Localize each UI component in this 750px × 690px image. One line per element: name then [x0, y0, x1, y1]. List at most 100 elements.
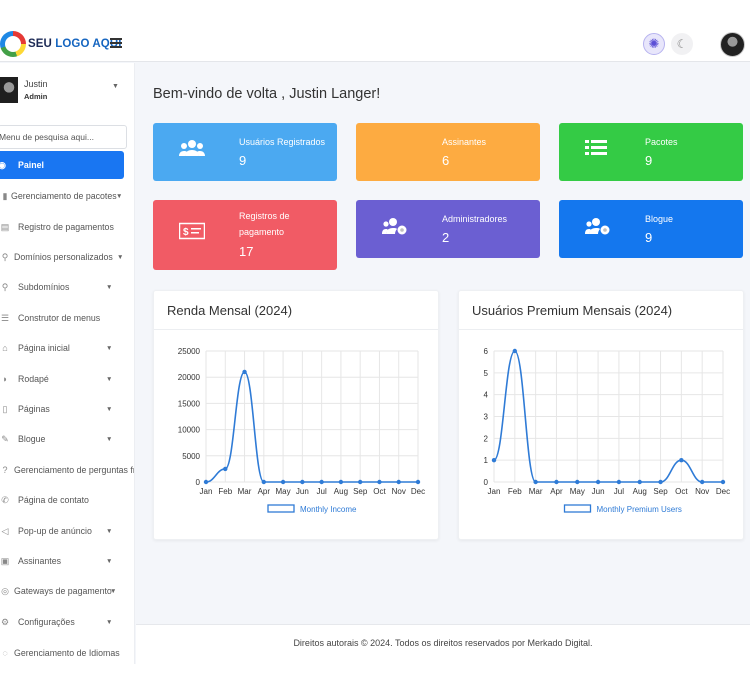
user-avatar[interactable] [720, 32, 745, 57]
x-tick-label: Oct [373, 487, 386, 496]
sidebar-item-7[interactable]: ◗ Rodapé ▼ [0, 367, 134, 391]
sidebar-item-10[interactable]: ? Gerenciamento de perguntas fr [0, 458, 134, 482]
chevron-down-icon[interactable]: ▼ [106, 375, 113, 383]
package-icon: ▮ [2, 190, 8, 201]
stat-card-4[interactable]: Administradores 2 [356, 200, 540, 258]
y-tick-label: 5000 [182, 452, 200, 461]
blog-icon: ✎ [1, 433, 9, 444]
chevron-down-icon[interactable]: ▼ [106, 435, 113, 443]
sidebar-item-14[interactable]: ◎ Gateways de pagamento ▼ [0, 579, 134, 603]
sidebar-item-12[interactable]: ◁ Pop-up de anúncio ▼ [0, 519, 134, 543]
data-point [242, 369, 247, 375]
stat-label: Blogue [645, 214, 674, 224]
data-point [280, 479, 286, 485]
monthly-premium-users-chart: 0 1 2 3 4 5 6 Jan Feb Mar Apr May Jun Jul Aug Sep Oct Nov… [484, 347, 731, 514]
money-icon: $ [178, 222, 206, 246]
data-point [223, 466, 228, 472]
legend-swatch [267, 504, 295, 513]
sidebar-item-label: Página de contato [18, 495, 89, 505]
moon-icon[interactable]: ☾ [671, 33, 693, 55]
sun-icon[interactable]: ✺ [643, 33, 665, 55]
sidebar-item-15[interactable]: ⚙ Configurações ▼ [0, 610, 134, 634]
footer-copyright: Direitos autorais © 2024. Todos os direi… [293, 638, 593, 648]
data-point [554, 479, 559, 485]
data-point [720, 479, 726, 485]
logo-ring-icon [0, 31, 26, 57]
dashboard-icon: ◉ [0, 160, 7, 171]
sidebar-item-13[interactable]: ▣ Assinantes ▼ [0, 549, 134, 573]
y-tick-label: 0 [484, 478, 489, 487]
sidebar-item-8[interactable]: ▯ Páginas ▼ [0, 397, 134, 421]
monthly-income-chart: 0 5000 10000 15000 20000 25000 Jan Feb Mar Apr May… [178, 347, 425, 514]
data-point [533, 479, 538, 485]
sidebar-item-3[interactable]: ⚲ Domínios personalizados ▼ [0, 245, 134, 269]
y-tick-label: 1 [484, 456, 489, 465]
data-point [658, 479, 663, 485]
data-point [491, 457, 497, 463]
data-point [261, 479, 267, 485]
chevron-down-icon[interactable]: ▼ [110, 587, 117, 595]
data-point [679, 457, 684, 463]
data-point [512, 348, 518, 354]
card-divider [459, 329, 743, 330]
sidebar-user-role: Admin [24, 92, 48, 101]
data-point [203, 479, 209, 485]
stat-label: Usuários Registrados [239, 137, 326, 147]
sidebar-item-label: Painel [18, 160, 44, 170]
footer: Direitos autorais © 2024. Todos os direi… [136, 624, 750, 664]
sidebar-user-name: Justin [24, 79, 48, 89]
sidebar-item-2[interactable]: ▤ Registro de pagamentos [0, 215, 134, 239]
users-icon [179, 139, 205, 163]
stat-card-2[interactable]: Pacotes 9 [559, 123, 743, 181]
stat-card-5[interactable]: Blogue 9 [559, 200, 743, 258]
chevron-down-icon[interactable]: ▼ [106, 557, 113, 565]
stat-card-3[interactable]: $ Registros de pagamento 17 [153, 200, 337, 270]
x-tick-label: Feb [218, 487, 232, 496]
chevron-down-icon[interactable]: ▼ [106, 618, 113, 626]
sidebar-item-16[interactable]: ◌ Gerenciamento de Idiomas [0, 641, 134, 665]
gear-icon: ⚙ [0, 616, 10, 627]
logo[interactable]: SEU LOGO AQUI [0, 31, 122, 57]
chevron-down-icon[interactable]: ▼ [106, 283, 113, 291]
sidebar-item-label: Página inicial [18, 343, 70, 353]
sidebar-item-0[interactable]: ◉ Painel [0, 151, 124, 179]
card-title: Usuários Premium Mensais (2024) [472, 303, 673, 318]
sidebar-item-11[interactable]: ✆ Página de contato [0, 488, 134, 512]
x-tick-label: Oct [675, 487, 688, 496]
stat-card-0[interactable]: Usuários Registrados 9 [153, 123, 337, 181]
sidebar-item-label: Assinantes [18, 556, 62, 566]
stat-card-1[interactable]: Assinantes 6 [356, 123, 540, 181]
chevron-down-icon[interactable]: ▼ [106, 405, 113, 413]
y-tick-label: 10000 [178, 426, 201, 435]
link-icon: ⚲ [1, 281, 9, 292]
sidebar-item-label: Subdomínios [18, 282, 70, 292]
sidebar-item-9[interactable]: ✎ Blogue ▼ [0, 427, 134, 451]
y-tick-label: 0 [196, 478, 201, 487]
sidebar-user[interactable]: Justin Admin ▼ [0, 77, 134, 107]
sidebar-item-4[interactable]: ⚲ Subdomínios ▼ [0, 275, 134, 299]
monthly-income-card: Renda Mensal (2024) 0 5000 10000 15000 20000… [153, 290, 439, 540]
chevron-down-icon[interactable]: ▼ [112, 83, 119, 90]
x-tick-label: Sep [353, 487, 368, 496]
x-tick-label: Jan [488, 487, 501, 496]
chevron-down-icon[interactable]: ▼ [117, 253, 124, 261]
stat-value: 2 [442, 230, 450, 245]
data-point [637, 479, 642, 485]
sidebar-search-input[interactable] [0, 125, 127, 149]
shoe-icon: ◗ [2, 374, 8, 384]
sidebar-item-label: Gateways de pagamento [14, 586, 112, 596]
sidebar-item-5[interactable]: ☰ Construtor de menus [0, 306, 134, 330]
x-tick-label: Aug [334, 487, 348, 496]
chevron-down-icon[interactable]: ▼ [106, 344, 113, 352]
data-point [575, 479, 580, 485]
chevron-down-icon[interactable]: ▼ [116, 192, 123, 200]
x-tick-label: Dec [411, 487, 425, 496]
sidebar-item-6[interactable]: ⌂ Página inicial ▼ [0, 336, 134, 360]
users-cog-icon [382, 216, 408, 242]
menu-toggle-icon[interactable] [110, 38, 122, 48]
chevron-down-icon[interactable]: ▼ [106, 527, 113, 535]
list-icon [585, 139, 607, 163]
sidebar-item-label: Pop-up de anúncio [18, 526, 92, 536]
y-tick-label: 3 [484, 413, 489, 422]
sidebar-item-1[interactable]: ▮ Gerenciamento de pacotes ▼ [0, 184, 134, 208]
